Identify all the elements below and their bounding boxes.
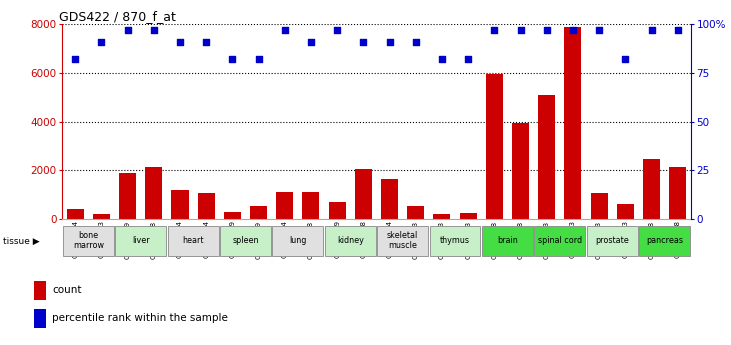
- Bar: [119, 173, 136, 219]
- Point: [541, 27, 553, 33]
- Bar: [617, 205, 634, 219]
- Point: [515, 27, 526, 33]
- Bar: [407, 206, 424, 219]
- FancyBboxPatch shape: [220, 226, 271, 256]
- Bar: [197, 194, 215, 219]
- Point: [279, 27, 291, 33]
- Text: lung: lung: [289, 236, 306, 245]
- Bar: [224, 212, 241, 219]
- Point: [410, 39, 422, 45]
- FancyBboxPatch shape: [430, 226, 480, 256]
- FancyBboxPatch shape: [115, 226, 166, 256]
- Point: [384, 39, 395, 45]
- Bar: [34, 280, 46, 300]
- Bar: [303, 192, 319, 219]
- Bar: [67, 209, 84, 219]
- Point: [619, 57, 631, 62]
- Text: skeletal
muscle: skeletal muscle: [387, 231, 418, 250]
- Text: kidney: kidney: [337, 236, 364, 245]
- Bar: [486, 74, 503, 219]
- FancyBboxPatch shape: [377, 226, 428, 256]
- Text: GDS422 / 870_f_at: GDS422 / 870_f_at: [59, 10, 176, 23]
- Point: [305, 39, 317, 45]
- Bar: [512, 123, 529, 219]
- FancyBboxPatch shape: [587, 226, 637, 256]
- Point: [436, 57, 448, 62]
- Bar: [93, 214, 110, 219]
- Bar: [355, 169, 372, 219]
- Text: percentile rank within the sample: percentile rank within the sample: [52, 313, 228, 323]
- Bar: [276, 192, 293, 219]
- Text: liver: liver: [132, 236, 150, 245]
- Bar: [460, 213, 477, 219]
- Bar: [381, 179, 398, 219]
- Point: [567, 27, 579, 33]
- Bar: [172, 190, 189, 219]
- Bar: [564, 27, 581, 219]
- Point: [645, 27, 657, 33]
- Point: [96, 39, 107, 45]
- Text: prostate: prostate: [595, 236, 629, 245]
- Text: thymus: thymus: [440, 236, 470, 245]
- Text: count: count: [52, 285, 82, 295]
- Bar: [433, 214, 450, 219]
- Bar: [250, 206, 267, 219]
- Point: [69, 57, 81, 62]
- Bar: [145, 167, 162, 219]
- FancyBboxPatch shape: [639, 226, 690, 256]
- Point: [331, 27, 343, 33]
- FancyBboxPatch shape: [273, 226, 323, 256]
- Point: [148, 27, 159, 33]
- Text: brain: brain: [497, 236, 518, 245]
- Point: [357, 39, 369, 45]
- Bar: [329, 202, 346, 219]
- Bar: [591, 194, 607, 219]
- FancyBboxPatch shape: [167, 226, 219, 256]
- Text: heart: heart: [182, 236, 204, 245]
- FancyBboxPatch shape: [534, 226, 586, 256]
- FancyBboxPatch shape: [325, 226, 376, 256]
- Point: [462, 57, 474, 62]
- Point: [200, 39, 212, 45]
- Text: bone
marrow: bone marrow: [73, 231, 104, 250]
- Text: spleen: spleen: [232, 236, 259, 245]
- Text: tissue ▶: tissue ▶: [3, 237, 39, 246]
- FancyBboxPatch shape: [482, 226, 533, 256]
- Text: spinal cord: spinal cord: [538, 236, 582, 245]
- Point: [594, 27, 605, 33]
- Point: [488, 27, 500, 33]
- Point: [253, 57, 265, 62]
- Bar: [34, 308, 46, 328]
- Bar: [643, 159, 660, 219]
- Bar: [538, 95, 556, 219]
- Point: [122, 27, 134, 33]
- Bar: [669, 167, 686, 219]
- Point: [227, 57, 238, 62]
- FancyBboxPatch shape: [63, 226, 114, 256]
- Point: [174, 39, 186, 45]
- Point: [672, 27, 683, 33]
- Text: pancreas: pancreas: [646, 236, 683, 245]
